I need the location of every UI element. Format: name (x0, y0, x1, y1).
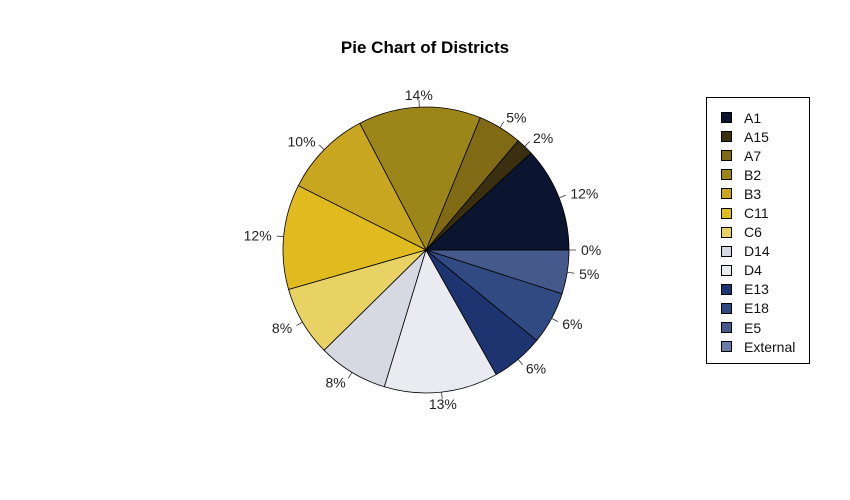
pie-label-a15: 2% (533, 130, 553, 146)
pie-leader-a15 (524, 141, 530, 147)
legend-label: B2 (744, 166, 762, 183)
legend-item-c6: C6 (721, 223, 809, 242)
pie-label-a1: 12% (570, 185, 598, 201)
legend-label: External (744, 338, 796, 355)
legend-item-a15: A15 (721, 127, 809, 146)
legend: A1 A15 A7 B2 B3 C11 C6 D14 D4 E13 E18 E5 External (706, 97, 810, 364)
pie-leader-c11 (276, 235, 284, 238)
legend-swatch (721, 302, 732, 314)
pie-slice-c11 (282, 185, 428, 291)
legend-swatch (721, 150, 732, 162)
pie-label-b2: 14% (405, 87, 433, 103)
pie-leader-a1 (559, 194, 566, 199)
legend-label: A1 (744, 109, 762, 126)
pie-slice-b3 (297, 122, 427, 251)
legend-item-b2: B2 (721, 165, 809, 184)
legend-item-c11: C11 (721, 203, 809, 222)
chart-title: Pie Chart of Districts (340, 38, 510, 57)
legend-swatch (721, 341, 732, 353)
legend-swatch (721, 245, 732, 257)
legend-label: C6 (744, 224, 762, 241)
legend-item-a7: A7 (721, 146, 809, 165)
pie-label-leaders (276, 100, 577, 400)
pie-label-e13: 6% (526, 361, 546, 377)
legend-item-external: External (721, 337, 809, 356)
pie-label-d4: 13% (429, 396, 457, 412)
pie-label-d14: 8% (325, 375, 345, 391)
legend-item-d14: D14 (721, 242, 809, 261)
legend-item-e5: E5 (721, 318, 809, 337)
legend-swatch (721, 226, 732, 238)
legend-swatch (721, 112, 732, 124)
legend-label: D4 (744, 262, 762, 279)
pie-label-external: 0% (581, 242, 601, 258)
pie-label-b3: 10% (288, 133, 316, 149)
pie-leader-e5 (567, 271, 575, 274)
pie-slice-b2 (359, 106, 481, 251)
legend-label: B3 (744, 185, 762, 202)
legend-swatch (721, 264, 732, 276)
pie-leader-a7 (499, 121, 505, 128)
legend-swatch (721, 322, 732, 334)
legend-item-b3: B3 (721, 184, 809, 203)
legend-label: A7 (744, 147, 762, 164)
legend-label: C11 (744, 205, 769, 222)
pie-slices (282, 106, 570, 394)
pie-leader-e18 (551, 317, 558, 322)
legend-label: A15 (744, 128, 769, 145)
legend-item-d4: D4 (721, 261, 809, 280)
pie-leader-d4 (441, 392, 443, 400)
legend-swatch (721, 188, 732, 200)
pie-label-e5: 5% (579, 266, 599, 282)
pie-label-c11: 12% (244, 228, 272, 244)
legend-swatch (721, 207, 732, 219)
pie-labels: 12% 2% 5% 14% 10% 12% 8% 8% 13% 6% 6% 5% 0% (244, 87, 602, 412)
pie-label-e18: 6% (562, 316, 582, 332)
pie-label-a7: 5% (506, 109, 526, 125)
legend-label: D14 (744, 243, 770, 260)
legend-swatch (721, 131, 732, 143)
legend-label: E5 (744, 319, 762, 336)
legend-swatch (721, 283, 732, 295)
legend-item-e18: E18 (721, 299, 809, 318)
legend-item-a1: A1 (721, 108, 809, 127)
pie-leader-b3 (318, 144, 325, 150)
pie-slice-a1 (424, 152, 570, 251)
pie-leader-d14 (347, 372, 353, 379)
legend-item-e13: E13 (721, 280, 809, 299)
legend-label: E13 (744, 281, 769, 298)
pie-leader-e13 (517, 359, 523, 366)
legend-swatch (721, 169, 732, 181)
pie-label-c6: 8% (272, 320, 292, 336)
legend-label: E18 (744, 300, 769, 317)
pie-leader-c6 (296, 321, 303, 327)
